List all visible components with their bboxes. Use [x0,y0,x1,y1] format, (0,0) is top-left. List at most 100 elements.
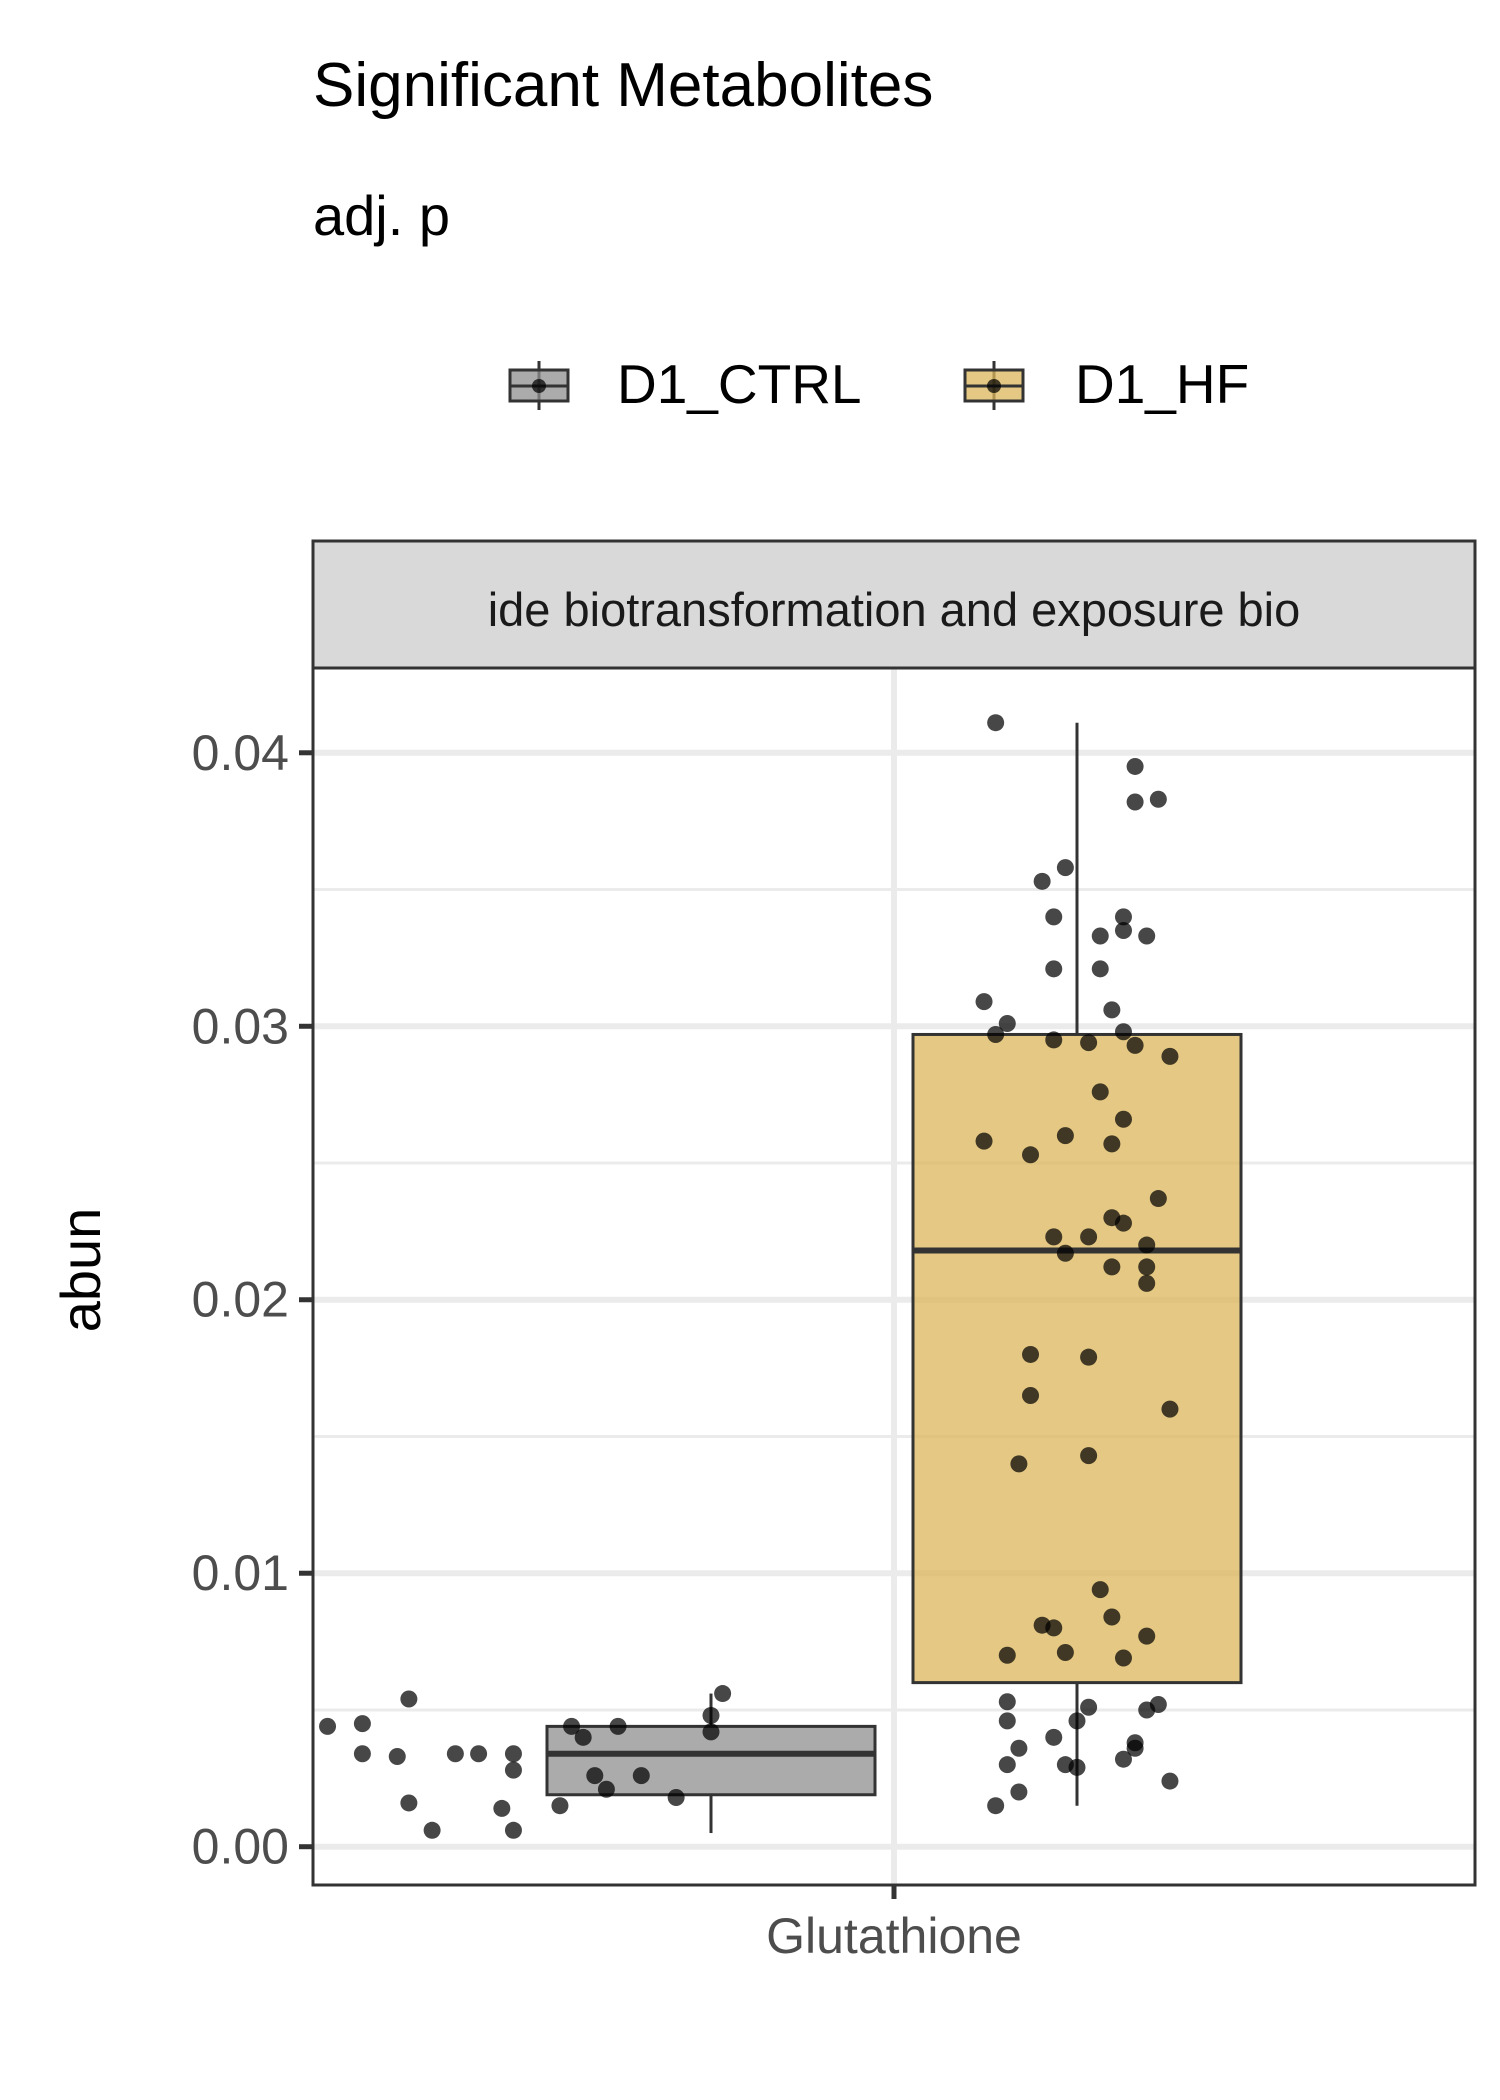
data-point [1114,908,1132,926]
data-point [975,1132,993,1150]
data-point [1091,927,1109,945]
data-point [1091,1581,1109,1599]
y-tick-label: 0.00 [192,1819,289,1875]
data-point [1114,1214,1132,1232]
data-point [1080,1228,1098,1246]
data-point [1091,1083,1109,1101]
data-point [1103,1258,1121,1276]
data-point [597,1780,615,1798]
data-point [1045,960,1063,978]
data-point [1103,1001,1121,1019]
box-body [911,1032,1243,1685]
y-tick-label: 0.01 [192,1545,289,1601]
data-point [1091,960,1109,978]
data-point [563,1717,581,1735]
legend-label: D1_CTRL [617,353,862,415]
data-point [574,1728,592,1746]
data-point [998,1015,1016,1033]
data-point [1010,1739,1028,1757]
data-point [1114,1023,1132,1041]
data-point [1056,859,1074,877]
data-point [1138,1274,1156,1292]
data-point [1045,908,1063,926]
data-point [1138,927,1156,945]
legend-key-point [987,379,1001,393]
data-point [1033,872,1051,890]
facet-strip [311,539,1477,670]
data-point [1138,1627,1156,1645]
y-tick-label: 0.04 [192,725,289,781]
data-point [1126,1036,1144,1054]
data-point [1056,1127,1074,1145]
chart-title: Significant Metabolites [313,51,933,120]
data-point [998,1756,1016,1774]
data-point [493,1799,511,1817]
legend-key-point [532,379,546,393]
data-point [1138,1701,1156,1719]
data-point [987,714,1005,732]
data-point [632,1767,650,1785]
data-point [1045,1619,1063,1637]
data-point [998,1693,1016,1711]
data-point [1056,1244,1074,1262]
plot-area: 0.00 0.01 0.02 0.03 0.04 Glutathione [192,666,1477,1964]
data-point [1114,1110,1132,1128]
chart-subtitle: adj. p [313,184,450,247]
legend: D1_CTRL D1_HF [508,353,1249,415]
data-point [1149,790,1167,808]
data-point [998,1712,1016,1730]
y-tick-label: 0.03 [192,998,289,1054]
data-point [987,1025,1005,1043]
data-point [1161,1772,1179,1790]
data-point [1080,1447,1098,1465]
data-point [1126,757,1144,775]
data-point [388,1747,406,1765]
box-d1-hf [911,722,1243,1806]
data-point [667,1788,685,1806]
data-point [423,1821,441,1839]
data-point [1161,1047,1179,1065]
legend-item-d1-ctrl: D1_CTRL [508,353,862,415]
legend-item-d1-hf: D1_HF [963,353,1249,415]
data-point [1068,1712,1086,1730]
data-point [1022,1386,1040,1404]
data-point [1138,1236,1156,1254]
data-point [353,1715,371,1733]
data-point [1149,1190,1167,1208]
data-point [1056,1644,1074,1662]
data-point [702,1723,720,1741]
data-point [1068,1758,1086,1776]
data-point [319,1717,337,1735]
data-point [1138,1258,1156,1276]
data-point [702,1706,720,1724]
data-point [1103,1135,1121,1153]
data-point [1103,1608,1121,1626]
data-point [1022,1146,1040,1164]
data-point [1126,793,1144,811]
data-point [400,1690,418,1708]
data-point [714,1685,732,1703]
data-point [1080,1034,1098,1052]
data-point [1045,1031,1063,1049]
data-point [1126,1734,1144,1752]
data-point [1080,1698,1098,1716]
legend-label: D1_HF [1075,353,1249,415]
x-tick-label: Glutathione [766,1908,1022,1964]
data-point [1114,922,1132,940]
data-point [504,1761,522,1779]
data-point [504,1821,522,1839]
y-axis-title: abun [49,1208,112,1333]
data-point [1045,1228,1063,1246]
data-point [586,1767,604,1785]
data-point [470,1745,488,1763]
facet-label: ide biotransformation and exposure bio [488,583,1301,636]
data-point [1161,1400,1179,1418]
data-point [1045,1728,1063,1746]
data-point [1010,1783,1028,1801]
data-point [1080,1348,1098,1366]
data-point [400,1794,418,1812]
y-tick-label: 0.02 [192,1272,289,1328]
data-point [1010,1455,1028,1473]
data-point [1022,1345,1040,1363]
